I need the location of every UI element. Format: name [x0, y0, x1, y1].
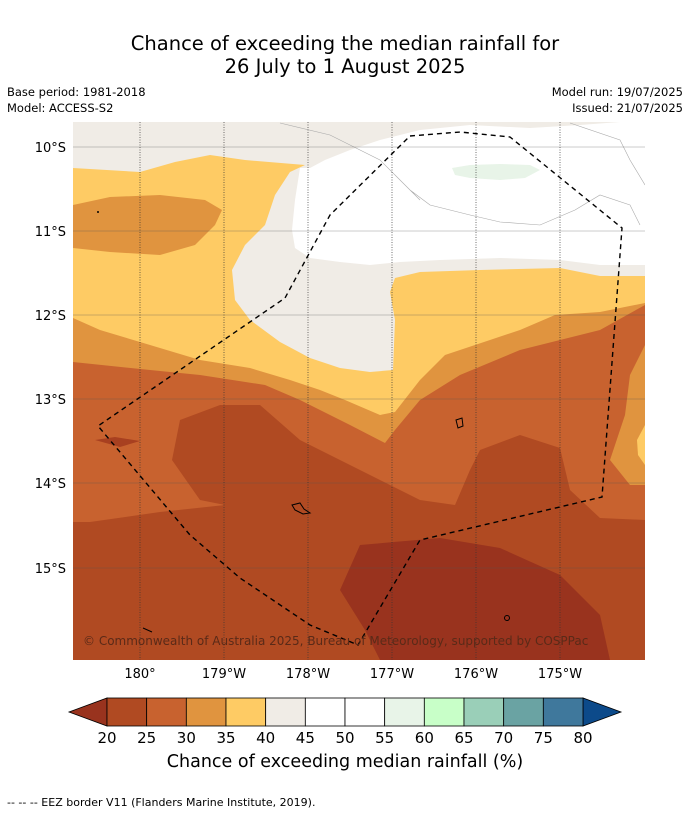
colorbar-tick-label: 65	[454, 729, 473, 747]
longitude-labels: 180° 179°W 178°W 177°W 176°W 175°W	[124, 667, 582, 682]
lon-label: 177°W	[370, 667, 414, 682]
colorbar-high-extension	[582, 697, 623, 727]
colorbar-swatch	[304, 697, 346, 727]
lat-label: 11°S	[35, 225, 66, 240]
copyright-text: © Commonwealth of Australia 2025, Bureau…	[83, 634, 588, 648]
island-3	[504, 615, 510, 621]
meta-right: Model run: 19/07/2025 Issued: 21/07/2025	[552, 84, 683, 116]
eez-border	[96, 131, 623, 646]
lon-label: 180°	[124, 667, 155, 682]
island-2	[291, 502, 312, 515]
colorbar-swatch	[463, 697, 505, 727]
lon-label: 179°W	[202, 667, 246, 682]
model-name: Model: ACCESS-S2	[7, 101, 114, 115]
colorbar-tick-label: 40	[256, 729, 275, 747]
base-period: Base period: 1981-2018	[7, 85, 146, 99]
colorbar-tick-label: 55	[375, 729, 394, 747]
zone-45-55	[292, 122, 645, 265]
colorbar-tick-label: 70	[494, 729, 513, 747]
lon-label: 178°W	[286, 667, 330, 682]
colorbar-swatch	[542, 697, 584, 727]
colorbar-tick-label: 50	[335, 729, 354, 747]
gridlines	[73, 122, 645, 660]
lon-label: 175°W	[538, 667, 582, 682]
issued-date: Issued: 21/07/2025	[572, 101, 683, 115]
colorbar-tick-label: 30	[177, 729, 196, 747]
eez-legend: -- -- -- EEZ border V11 (Flanders Marine…	[7, 796, 316, 809]
zone-shoal	[95, 437, 140, 447]
latitude-labels: 10°S 11°S 12°S 13°S 14°S 15°S	[35, 141, 66, 577]
colorbar-tick-label: 35	[216, 729, 235, 747]
island-4	[97, 211, 99, 213]
map-panel: © Commonwealth of Australia 2025, Bureau…	[73, 122, 645, 660]
lat-label: 14°S	[35, 477, 66, 492]
title-line-2: 26 July to 1 August 2025	[224, 55, 466, 78]
lon-label: 176°W	[454, 667, 498, 682]
colorbar-tick-label: 20	[97, 729, 116, 747]
colorbar-tick-label: 25	[137, 729, 156, 747]
colorbar-low-extension	[67, 697, 108, 727]
lat-label: 15°S	[35, 562, 66, 577]
colorbar-label: Chance of exceeding median rainfall (%)	[166, 752, 524, 772]
colorbar-swatch	[384, 697, 425, 727]
island-1	[455, 417, 464, 429]
lat-label: 13°S	[35, 393, 66, 408]
colorbar-swatch	[146, 697, 187, 727]
contour-lines	[279, 122, 645, 226]
zone-55-60	[452, 164, 540, 180]
colorbar-swatch	[265, 697, 306, 727]
colorbar-swatch	[503, 697, 544, 727]
lat-label: 12°S	[35, 309, 66, 324]
title-line-1: Chance of exceeding the median rainfall …	[130, 32, 560, 55]
colorbar-swatch	[185, 697, 227, 727]
island-5	[142, 627, 153, 633]
colorbar-swatch	[106, 697, 148, 727]
colorbar: 20 25 30 35 40 45 50 55 60 65 70 75 80	[67, 697, 623, 747]
model-run: Model run: 19/07/2025	[551, 85, 683, 99]
zone-30-35-nw	[73, 195, 222, 255]
colorbar-tick-label: 80	[573, 729, 592, 747]
colorbar-swatch	[423, 697, 465, 727]
colorbar-tick-label: 60	[415, 729, 434, 747]
lat-label: 10°S	[35, 141, 66, 156]
zone-35-40-east	[637, 425, 645, 465]
colorbar-tick-label: 45	[296, 729, 315, 747]
colorbar-swatch	[225, 697, 267, 727]
colorbar-swatch	[344, 697, 386, 727]
colorbar-tick-label: 75	[534, 729, 553, 747]
meta-left: Base period: 1981-2018 Model: ACCESS-S2	[7, 84, 146, 116]
